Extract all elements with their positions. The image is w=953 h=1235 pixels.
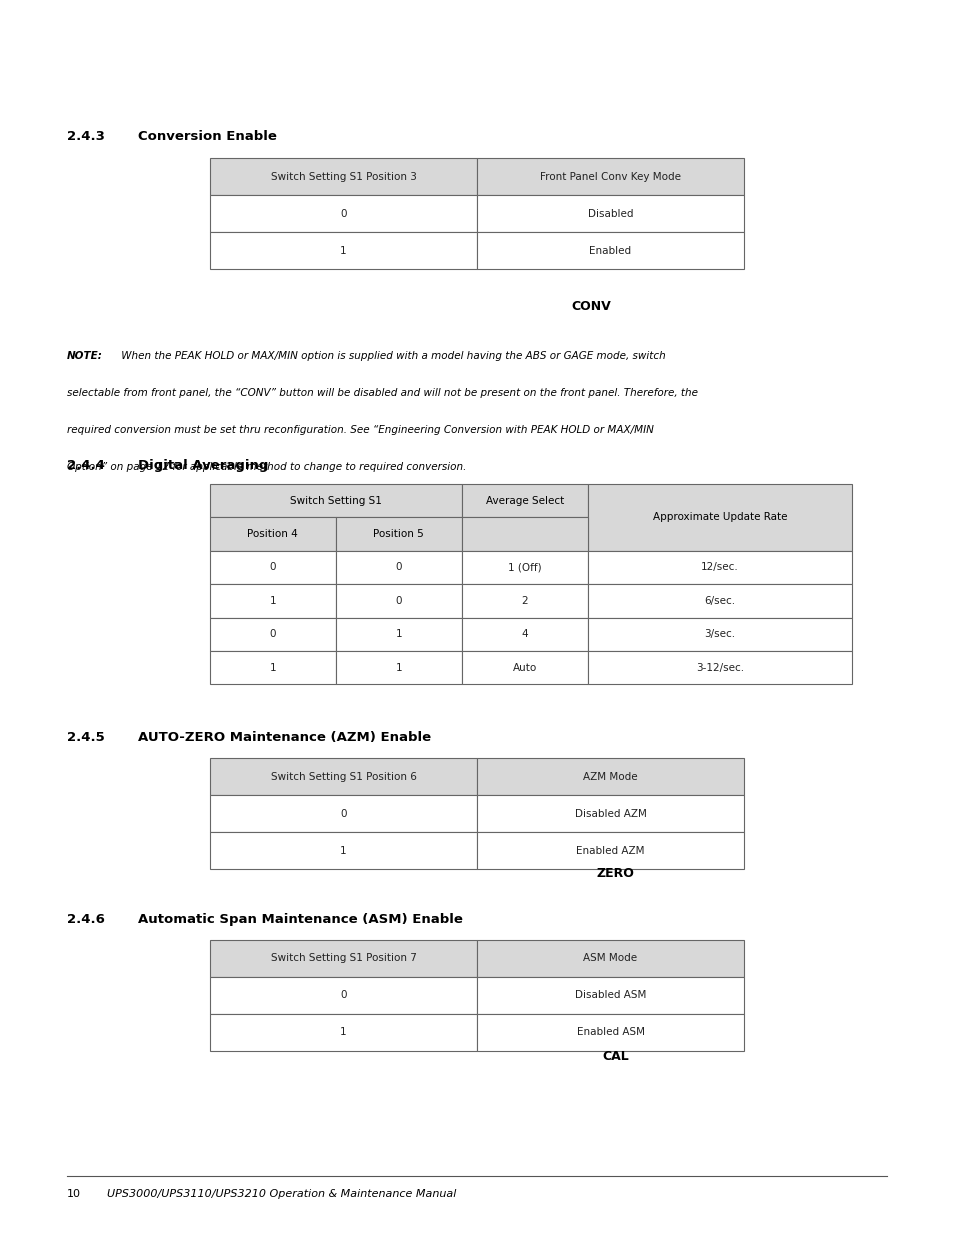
Bar [210, 940, 476, 977]
Bar [476, 195, 743, 232]
Text: NOTE:: NOTE: [67, 351, 103, 361]
Text: Digital Averaging: Digital Averaging [138, 459, 269, 473]
Text: 1: 1 [340, 846, 346, 856]
Text: CONV: CONV [571, 300, 611, 314]
Text: Switch Setting S1 Position 7: Switch Setting S1 Position 7 [271, 953, 416, 963]
Bar [476, 795, 743, 832]
Text: Disabled AZM: Disabled AZM [574, 809, 646, 819]
Bar [210, 1014, 476, 1051]
Bar [587, 618, 851, 651]
Text: 10: 10 [67, 1189, 81, 1199]
Text: Front Panel Conv Key Mode: Front Panel Conv Key Mode [539, 172, 680, 182]
Bar [587, 651, 851, 684]
Text: Auto: Auto [512, 662, 537, 673]
Bar [461, 551, 587, 584]
Bar [476, 1014, 743, 1051]
Bar [210, 517, 335, 551]
Text: 3-12/sec.: 3-12/sec. [695, 662, 743, 673]
Text: Enabled ASM: Enabled ASM [576, 1028, 644, 1037]
Text: AZM Mode: AZM Mode [582, 772, 638, 782]
Bar [461, 584, 587, 618]
Bar [335, 551, 461, 584]
Bar [476, 158, 743, 195]
Bar [587, 584, 851, 618]
Text: Approximate Update Rate: Approximate Update Rate [652, 513, 786, 522]
Text: 2.4.5: 2.4.5 [67, 731, 105, 745]
Text: Conversion Enable: Conversion Enable [138, 130, 277, 143]
Bar [210, 232, 476, 269]
Text: 1: 1 [340, 246, 346, 256]
Bar [210, 551, 335, 584]
Text: Position 5: Position 5 [373, 529, 424, 540]
Text: 0: 0 [395, 595, 401, 606]
Text: Automatic Span Maintenance (ASM) Enable: Automatic Span Maintenance (ASM) Enable [138, 913, 463, 926]
Bar [587, 484, 851, 551]
Text: Switch Setting S1 Position 6: Switch Setting S1 Position 6 [271, 772, 416, 782]
Text: 1 (Off): 1 (Off) [507, 562, 541, 573]
Bar [210, 758, 476, 795]
Text: Option” on page 12 for applicable method to change to required conversion.: Option” on page 12 for applicable method… [67, 462, 466, 472]
Text: 1: 1 [340, 1028, 346, 1037]
Text: 1: 1 [270, 595, 275, 606]
Bar [476, 832, 743, 869]
Text: Disabled: Disabled [587, 209, 633, 219]
Text: Position 4: Position 4 [247, 529, 298, 540]
Text: When the PEAK HOLD or MAX/MIN option is supplied with a model having the ABS or : When the PEAK HOLD or MAX/MIN option is … [118, 351, 665, 361]
Text: ZERO: ZERO [596, 867, 634, 881]
Text: 0: 0 [340, 990, 346, 1000]
Text: 2.4.3: 2.4.3 [67, 130, 105, 143]
Text: Disabled ASM: Disabled ASM [575, 990, 645, 1000]
Text: 0: 0 [270, 629, 275, 640]
Bar [210, 832, 476, 869]
Text: 1: 1 [395, 629, 401, 640]
Text: required conversion must be set thru reconfiguration. See “Engineering Conversio: required conversion must be set thru rec… [67, 425, 653, 435]
Text: 1: 1 [395, 662, 401, 673]
Bar [210, 158, 476, 195]
Bar [335, 584, 461, 618]
Text: 1: 1 [270, 662, 275, 673]
Text: CAL: CAL [601, 1050, 628, 1063]
Text: 4: 4 [521, 629, 527, 640]
Bar [476, 977, 743, 1014]
Bar [335, 517, 461, 551]
Text: 0: 0 [340, 209, 346, 219]
Bar [335, 618, 461, 651]
Bar [461, 517, 587, 551]
Bar [210, 795, 476, 832]
Text: 0: 0 [395, 562, 401, 573]
Bar [210, 484, 461, 517]
Text: 3/sec.: 3/sec. [703, 629, 735, 640]
Text: Enabled AZM: Enabled AZM [576, 846, 644, 856]
Text: Switch Setting S1: Switch Setting S1 [290, 495, 381, 506]
Text: 2.4.6: 2.4.6 [67, 913, 105, 926]
Text: 2.4.4: 2.4.4 [67, 459, 105, 473]
Bar [587, 551, 851, 584]
Text: 0: 0 [340, 809, 346, 819]
Bar [476, 232, 743, 269]
Bar [476, 758, 743, 795]
Text: Average Select: Average Select [485, 495, 563, 506]
Text: UPS3000/UPS3110/UPS3210 Operation & Maintenance Manual: UPS3000/UPS3110/UPS3210 Operation & Main… [107, 1189, 456, 1199]
Text: 12/sec.: 12/sec. [700, 562, 738, 573]
Bar [210, 651, 335, 684]
Text: 0: 0 [270, 562, 275, 573]
Bar [210, 195, 476, 232]
Text: selectable from front panel, the “CONV” button will be disabled and will not be : selectable from front panel, the “CONV” … [67, 388, 697, 398]
Text: 2: 2 [521, 595, 527, 606]
Text: Enabled: Enabled [589, 246, 631, 256]
Bar [461, 484, 587, 517]
Text: AUTO-ZERO Maintenance (AZM) Enable: AUTO-ZERO Maintenance (AZM) Enable [138, 731, 431, 745]
Text: Switch Setting S1 Position 3: Switch Setting S1 Position 3 [271, 172, 416, 182]
Bar [335, 651, 461, 684]
Bar [476, 940, 743, 977]
Bar [461, 618, 587, 651]
Bar [210, 584, 335, 618]
Bar [210, 618, 335, 651]
Bar [461, 651, 587, 684]
Text: 6/sec.: 6/sec. [703, 595, 735, 606]
Bar [210, 977, 476, 1014]
Text: ASM Mode: ASM Mode [583, 953, 637, 963]
